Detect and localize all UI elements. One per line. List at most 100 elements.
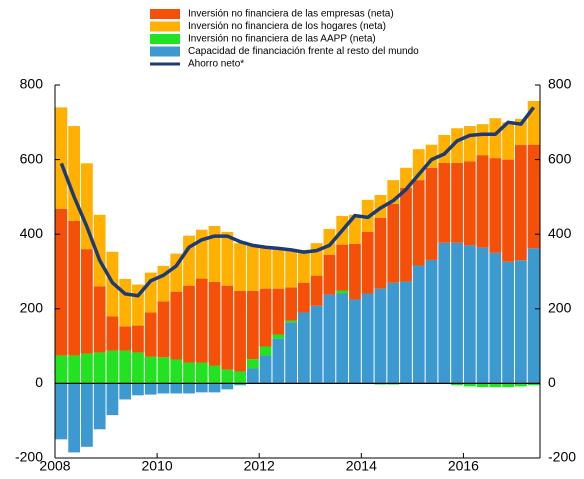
bar	[221, 383, 234, 390]
bar	[349, 299, 361, 384]
bar	[246, 290, 259, 360]
bar	[119, 350, 132, 384]
legend-swatch	[150, 9, 180, 19]
bar	[336, 290, 349, 294]
legend-label: Inversión no financiera de las empresas …	[188, 9, 394, 20]
bar	[246, 359, 259, 369]
bar	[119, 383, 132, 400]
bar	[157, 383, 170, 394]
bar	[106, 316, 119, 351]
bar	[451, 383, 463, 386]
bar	[425, 167, 438, 260]
y2-tick-label: 800	[548, 76, 572, 92]
bar	[55, 107, 68, 209]
bar	[183, 235, 195, 286]
bar	[400, 281, 412, 384]
bar	[259, 355, 272, 384]
bar	[157, 357, 170, 384]
bar	[502, 122, 514, 160]
bar	[170, 291, 183, 360]
bar	[310, 243, 323, 276]
bar	[68, 355, 81, 384]
bar	[463, 383, 476, 387]
bar	[246, 368, 259, 384]
bar	[119, 326, 132, 351]
bar	[81, 249, 93, 354]
legend-swatch	[150, 34, 180, 44]
x-tick-label: 2010	[142, 458, 173, 474]
bar	[272, 338, 285, 384]
bar	[183, 285, 195, 363]
bar	[387, 282, 400, 384]
bar	[132, 325, 144, 353]
y-tick-label: 600	[20, 150, 44, 166]
legend-label: Capacidad de financiación frente al rest…	[188, 46, 419, 57]
bar	[208, 383, 221, 393]
bar	[374, 288, 387, 384]
bar	[208, 225, 221, 282]
bar	[93, 383, 106, 430]
bar	[285, 320, 297, 323]
y2-tick-label: 200	[548, 300, 572, 316]
legend-swatch	[150, 46, 180, 57]
legend-label: Ahorro neto*	[188, 59, 244, 70]
bar	[514, 145, 527, 261]
bar	[527, 383, 540, 386]
bar	[81, 383, 93, 447]
legend-label: Inversión no financiera de las AAPP (net…	[188, 34, 376, 45]
bar	[93, 214, 106, 287]
bar	[272, 247, 285, 289]
bar	[387, 180, 400, 204]
bar	[323, 254, 336, 295]
bar	[81, 353, 93, 384]
bar	[68, 126, 81, 221]
y2-tick-label: 0	[548, 374, 556, 390]
bar	[221, 369, 234, 384]
bar	[55, 355, 68, 384]
bar	[298, 282, 310, 313]
bar	[514, 260, 527, 384]
bar	[68, 220, 81, 356]
bar	[451, 128, 463, 163]
bar	[489, 158, 502, 253]
bar	[259, 246, 272, 289]
bar	[502, 383, 514, 388]
bar	[527, 248, 540, 384]
bar	[438, 134, 451, 163]
bar	[106, 350, 119, 384]
bar	[234, 290, 246, 372]
bar	[68, 383, 81, 453]
bar	[55, 208, 68, 356]
x-tick-label: 2008	[39, 458, 70, 474]
bar	[221, 285, 234, 370]
legend-label: Inversión no financiera de los hogares (…	[188, 21, 386, 32]
bar	[400, 187, 412, 282]
bar	[144, 272, 157, 313]
bar	[183, 383, 195, 394]
bar	[489, 252, 502, 384]
bar	[195, 362, 208, 384]
bar	[310, 305, 323, 384]
bar	[323, 294, 336, 384]
bar	[310, 275, 323, 306]
y-tick-label: 400	[20, 225, 44, 241]
bar	[272, 334, 285, 339]
bar	[208, 281, 221, 366]
bar	[476, 383, 489, 388]
bar	[144, 312, 157, 357]
bar	[259, 346, 272, 356]
bar	[527, 101, 540, 145]
bar	[361, 231, 374, 294]
bar	[451, 242, 463, 384]
bar	[234, 243, 246, 291]
bar	[221, 231, 234, 286]
bar	[272, 288, 285, 335]
bar	[463, 126, 476, 162]
bar	[400, 167, 412, 188]
bar	[132, 284, 144, 326]
bar	[234, 383, 246, 386]
bar	[285, 287, 297, 321]
bar	[438, 162, 451, 243]
bar	[438, 242, 451, 384]
bar	[298, 249, 310, 283]
